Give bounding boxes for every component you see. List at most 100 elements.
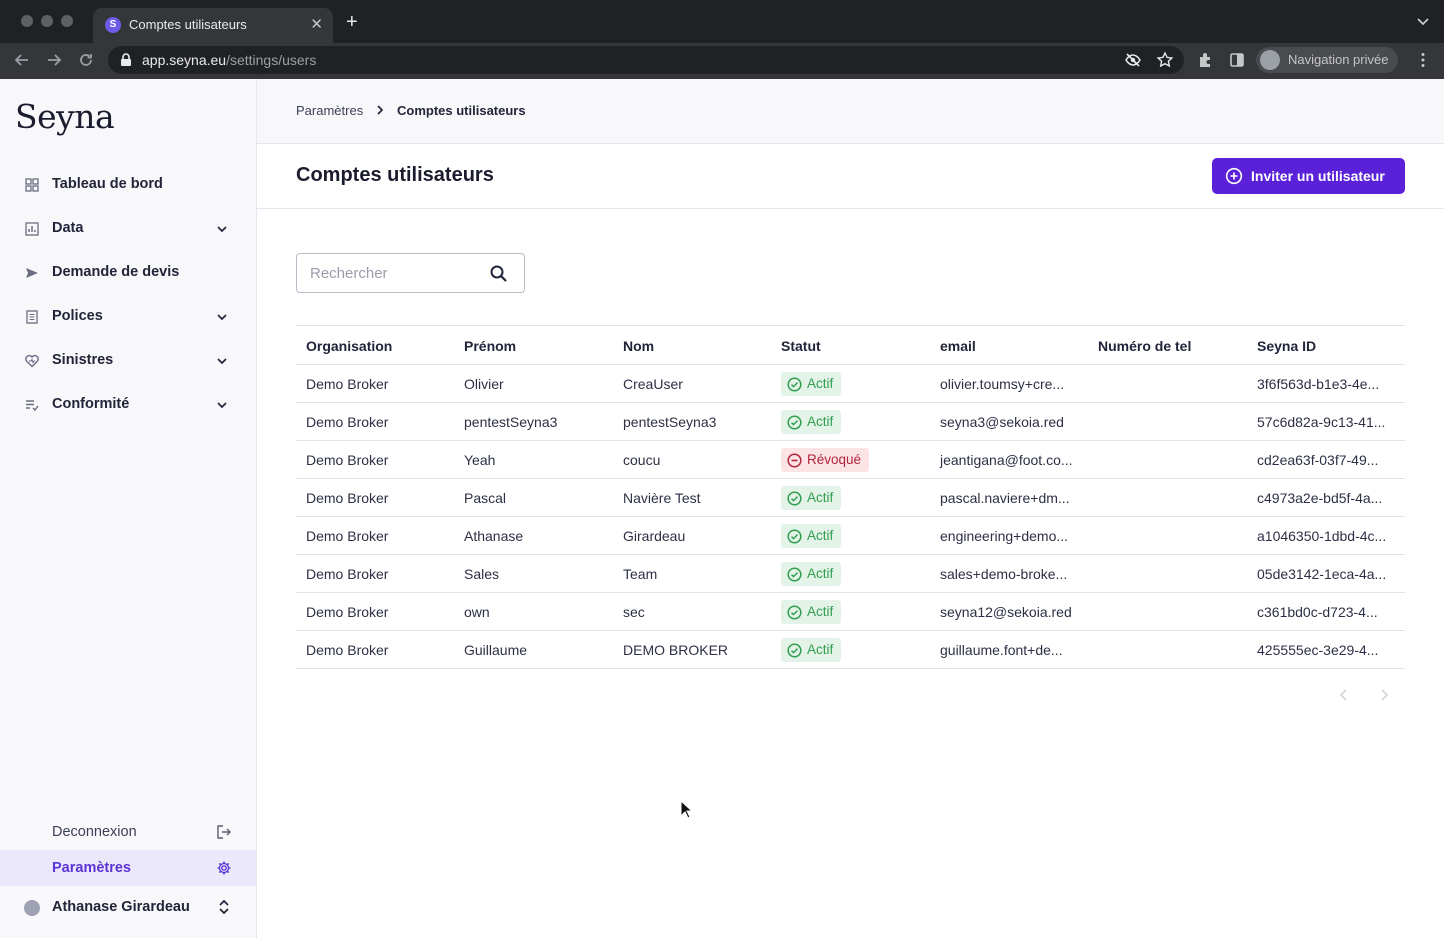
address-bar[interactable]: app.seyna.eu/settings/users: [108, 46, 1184, 74]
sidebar-item-label: Tableau de bord: [52, 176, 163, 192]
extensions-icon[interactable]: [1196, 51, 1214, 69]
close-tab-icon[interactable]: ✕: [310, 16, 323, 33]
chevron-down-icon[interactable]: [216, 355, 228, 367]
status-label: Actif: [807, 642, 834, 657]
table-row[interactable]: Demo Broker Athanase Girardeau Actif enginee…: [296, 517, 1405, 555]
tab-bar: S Comptes utilisateurs ✕ +: [0, 0, 1444, 43]
sidebar-item-label: Conformité: [52, 396, 130, 412]
cell-email: olivier.toumsy+cre...: [940, 376, 1065, 392]
column-header-seyna-id[interactable]: Seyna ID: [1257, 338, 1317, 354]
status-badge: Actif: [781, 600, 842, 624]
url-text: app.seyna.eu/settings/users: [142, 52, 316, 68]
chevron-up-down-icon[interactable]: [218, 899, 230, 915]
cell-email: pascal.naviere+dm...: [940, 490, 1070, 506]
cell-last-name: pentestSeyna3: [623, 414, 717, 430]
app: Seyna Tableau de bord Data Demande de de…: [0, 79, 1444, 938]
table-row[interactable]: Demo Broker pentestSeyna3 pentestSeyna3 Act…: [296, 403, 1405, 441]
column-header-first-name[interactable]: Prénom: [464, 338, 517, 354]
chart-icon: [25, 222, 39, 236]
lock-icon[interactable]: [120, 53, 132, 67]
forward-icon[interactable]: [45, 51, 63, 69]
main-content: Paramètres Comptes utilisateurs Comptes …: [257, 79, 1444, 938]
cell-organisation: Demo Broker: [306, 452, 389, 468]
invite-user-label: Inviter un utilisateur: [1251, 168, 1385, 184]
settings-button[interactable]: Paramètres: [0, 850, 256, 886]
search-icon[interactable]: [489, 264, 509, 284]
invite-user-button[interactable]: Inviter un utilisateur: [1212, 158, 1405, 194]
user-name: Athanase Girardeau: [52, 899, 190, 915]
sidebar-item-policies[interactable]: Polices: [0, 297, 256, 337]
table-header: Organisation Prénom Nom Statut email Num…: [296, 325, 1405, 365]
sidebar-item-data[interactable]: Data: [0, 209, 256, 249]
minimize-window-button[interactable]: [41, 15, 53, 27]
incognito-profile-button[interactable]: Navigation privée: [1256, 47, 1399, 73]
status-label: Actif: [807, 604, 834, 619]
sidebar-item-label: Polices: [52, 308, 103, 324]
chevron-down-icon[interactable]: [216, 223, 228, 235]
search-field[interactable]: [296, 253, 525, 293]
previous-page-icon[interactable]: [1338, 688, 1350, 702]
status-label: Actif: [807, 414, 834, 429]
sidebar-item-quote-request[interactable]: Demande de devis: [0, 253, 256, 293]
table-row[interactable]: Demo Broker Pascal Navière Test Actif pascal…: [296, 479, 1405, 517]
browser-tab[interactable]: S Comptes utilisateurs ✕: [93, 8, 333, 43]
avatar: [24, 900, 40, 916]
table-row[interactable]: Demo Broker own sec Actif seyna12@sekoia.red…: [296, 593, 1405, 631]
back-icon[interactable]: [13, 51, 31, 69]
column-header-phone[interactable]: Numéro de tel: [1098, 338, 1192, 354]
table-row[interactable]: Demo Broker Olivier CreaUser Actif olivier.t…: [296, 365, 1405, 403]
user-menu[interactable]: Athanase Girardeau: [0, 889, 256, 925]
cell-organisation: Demo Broker: [306, 414, 389, 430]
sidebar-item-claims[interactable]: Sinistres: [0, 341, 256, 381]
breadcrumb: Paramètres Comptes utilisateurs: [257, 79, 1444, 144]
chevron-down-icon[interactable]: [216, 311, 228, 323]
page-header: Comptes utilisateurs Inviter un utilisat…: [257, 144, 1444, 209]
heart-icon: [25, 354, 39, 368]
profile-label: Navigation privée: [1288, 52, 1389, 67]
sidebar-item-label: Sinistres: [52, 352, 114, 368]
cell-last-name: sec: [623, 604, 645, 620]
cell-seyna-id: a1046350-1dbd-4c...: [1257, 528, 1387, 544]
new-tab-icon[interactable]: +: [346, 11, 358, 33]
status-badge: Actif: [781, 562, 842, 586]
logout-button[interactable]: Deconnexion: [0, 814, 256, 850]
table-row[interactable]: Demo Broker Yeah coucu Révoqué jeantigana@fo…: [296, 441, 1405, 479]
chevron-down-icon[interactable]: [216, 399, 228, 411]
side-panel-icon[interactable]: [1228, 51, 1246, 69]
breadcrumb-settings-link[interactable]: Paramètres: [296, 103, 364, 118]
settings-label: Paramètres: [52, 860, 131, 876]
table-row[interactable]: Demo Broker Guillaume DEMO BROKER Actif guil…: [296, 631, 1405, 669]
sidebar-item-dashboard[interactable]: Tableau de bord: [0, 165, 256, 205]
next-page-icon[interactable]: [1378, 688, 1390, 702]
tab-search-icon[interactable]: [1416, 14, 1430, 28]
column-header-email[interactable]: email: [940, 338, 976, 354]
table-row[interactable]: Demo Broker Sales Team Actif sales+demo-brok…: [296, 555, 1405, 593]
cell-email: guillaume.font+de...: [940, 642, 1063, 658]
eye-off-icon[interactable]: [1124, 51, 1142, 69]
status-badge: Actif: [781, 410, 842, 434]
sidebar-item-compliance[interactable]: Conformité: [0, 385, 256, 425]
plus-circle-icon: [1225, 167, 1243, 185]
browser-menu-icon[interactable]: [1420, 52, 1426, 68]
zoom-window-button[interactable]: [61, 15, 73, 27]
url-host: app.seyna.eu: [142, 52, 227, 68]
column-header-status[interactable]: Statut: [781, 338, 821, 354]
seyna-logo[interactable]: Seyna: [15, 97, 115, 136]
bookmark-star-icon[interactable]: [1156, 51, 1174, 69]
cell-organisation: Demo Broker: [306, 376, 389, 392]
status-badge: Actif: [781, 486, 842, 510]
close-window-button[interactable]: [21, 15, 33, 27]
cell-seyna-id: cd2ea63f-03f7-49...: [1257, 452, 1379, 468]
gear-icon: [217, 861, 231, 875]
reload-icon[interactable]: [77, 51, 95, 69]
cell-seyna-id: 05de3142-1eca-4a...: [1257, 566, 1387, 582]
column-header-organisation[interactable]: Organisation: [306, 338, 393, 354]
cell-first-name: pentestSeyna3: [464, 414, 558, 430]
cell-seyna-id: 425555ec-3e29-4...: [1257, 642, 1379, 658]
check-circle-icon: [787, 529, 802, 544]
column-header-last-name[interactable]: Nom: [623, 338, 655, 354]
cell-first-name: Guillaume: [464, 642, 528, 658]
search-input[interactable]: [310, 263, 480, 283]
check-circle-icon: [787, 605, 802, 620]
cell-last-name: DEMO BROKER: [623, 642, 729, 658]
